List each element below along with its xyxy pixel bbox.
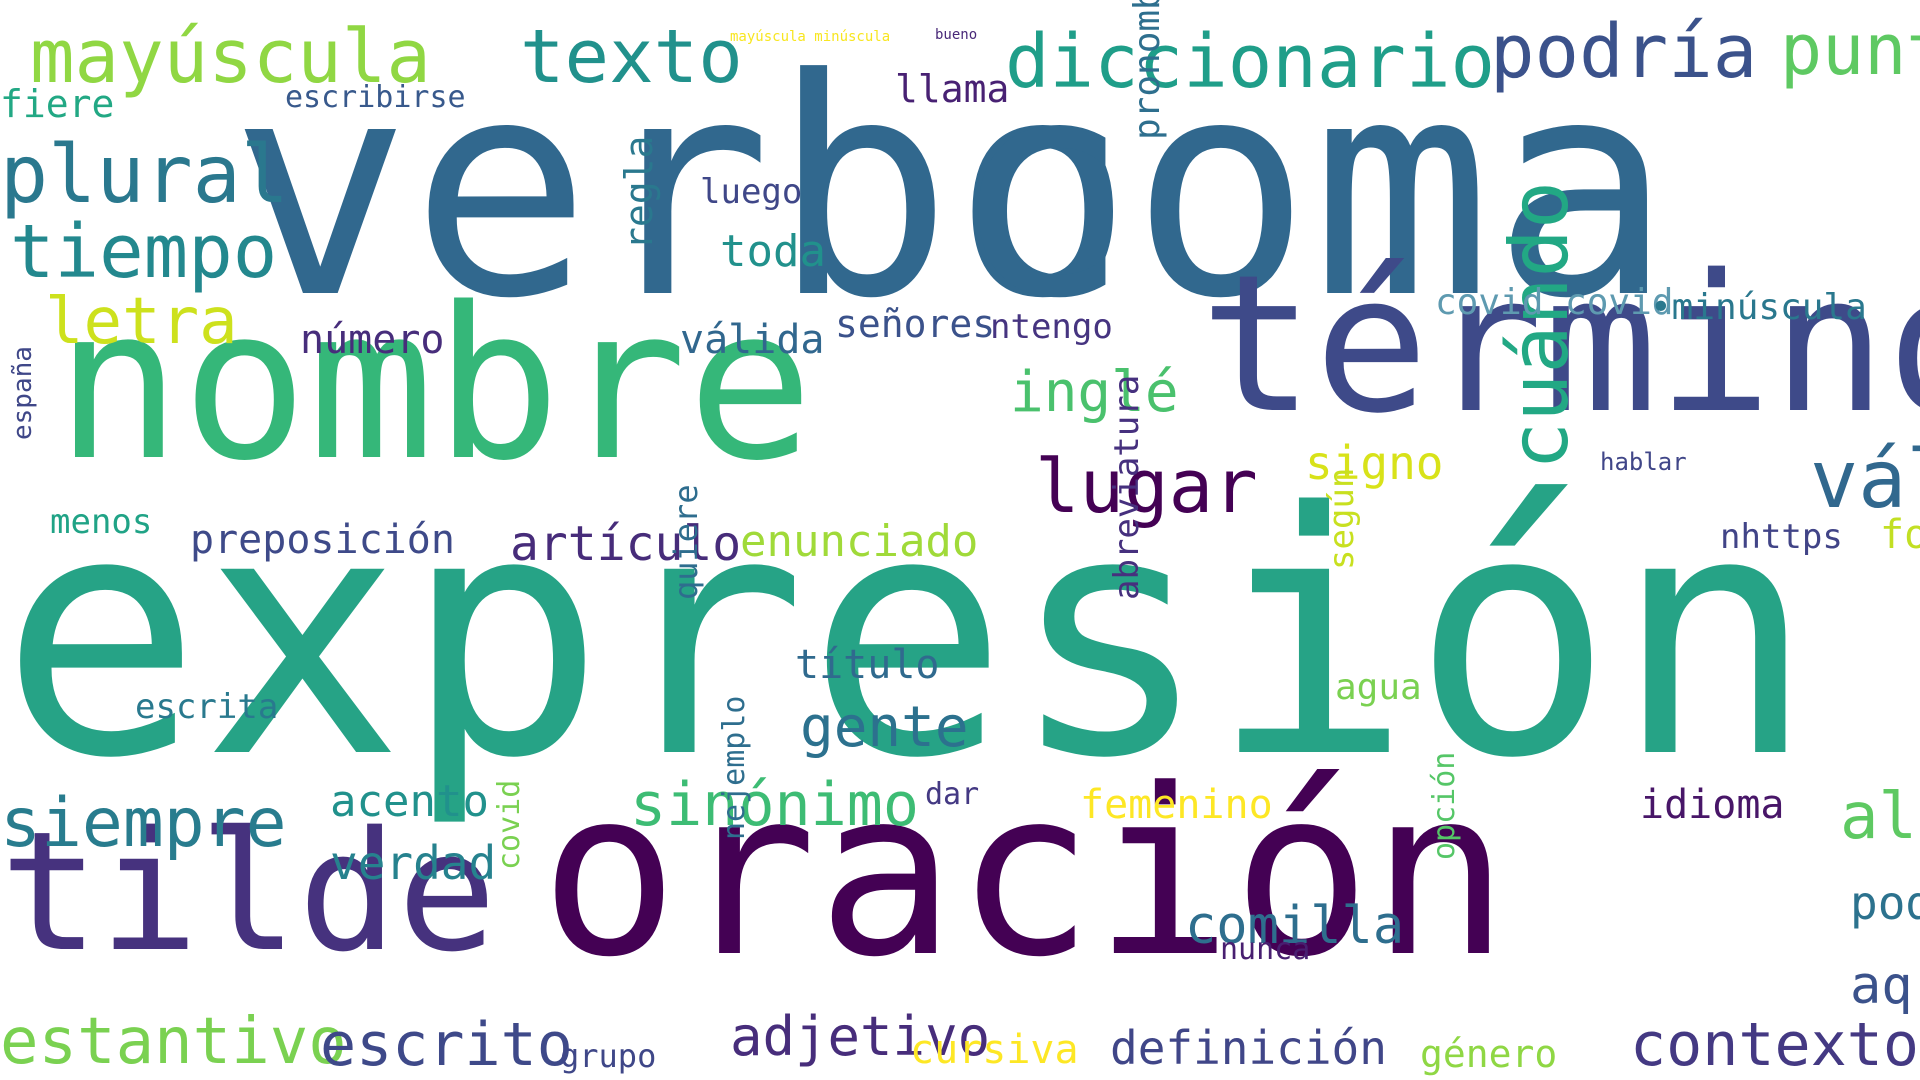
word-signo: signo xyxy=(1305,436,1444,490)
word-texto: texto xyxy=(520,14,743,100)
word-genero: género xyxy=(1420,1032,1558,1076)
word-quiere: quiere xyxy=(667,484,705,600)
word-articulo: artículo xyxy=(510,516,742,572)
word-mayuscula: mayúscula xyxy=(30,14,431,100)
word-plural: plural xyxy=(0,128,289,221)
word-contexto: contexto xyxy=(1630,1010,1919,1080)
word-grupo: grupo xyxy=(560,1037,657,1075)
word-coma: coma xyxy=(950,15,1673,364)
word-pronombre: pronombre xyxy=(1127,0,1168,140)
word-luego: luego xyxy=(700,172,803,212)
word-minuscula: •minúscula xyxy=(1650,287,1867,328)
word-alg: alg xyxy=(1840,780,1920,854)
word-verbo: verbo xyxy=(230,15,1134,364)
word-podria: podría xyxy=(1490,9,1758,95)
word-oracion: oración xyxy=(540,741,1510,1008)
word-comilla: comilla xyxy=(1185,896,1405,956)
word-estantivo: estantivo xyxy=(0,1005,347,1079)
word-acento: acento xyxy=(330,776,489,827)
word-definicion: definición xyxy=(1110,1021,1387,1075)
word-cuando: cuándo xyxy=(1493,181,1586,470)
word-nunca: nunca xyxy=(1220,932,1311,967)
word-espana: españa xyxy=(8,346,38,440)
word-escribirse: escribirse xyxy=(285,80,466,115)
word-punt: punt xyxy=(1780,9,1920,91)
word-covid-covid: covid covid xyxy=(1435,282,1674,323)
word-femenino: femenino xyxy=(1080,782,1273,828)
word-diccionario: diccionario xyxy=(1005,19,1496,105)
word-senores: señores xyxy=(835,302,996,346)
word-nejemplo: nejemplo xyxy=(717,695,752,841)
word-idioma: idioma xyxy=(1640,782,1785,828)
word-lugar: lugar xyxy=(1035,444,1258,530)
word-enunciado: enunciado xyxy=(740,516,979,567)
word-termino: término xyxy=(1200,234,1920,455)
word-tilde: tilde xyxy=(0,796,497,988)
word-abreviatura: abreviatura xyxy=(1107,374,1147,600)
word-toda: toda xyxy=(720,226,826,277)
word-bueno: bueno xyxy=(935,27,978,43)
word-nhttps: nhttps xyxy=(1720,517,1843,557)
word-vali: váli xyxy=(1810,433,1920,526)
word-fo: fo xyxy=(1880,512,1920,558)
word-mayuscula-minuscula: mayúscula minúscula xyxy=(730,29,891,45)
word-regla: regla xyxy=(617,135,661,250)
word-cursiva: cursiva xyxy=(910,1027,1079,1073)
word-valida: válida xyxy=(680,317,825,363)
word-ingle: inglé xyxy=(1010,360,1179,425)
word-covid: covid xyxy=(492,779,527,870)
word-segun: según xyxy=(1322,467,1362,570)
word-preposicion: preposición xyxy=(190,517,455,563)
word-escrita: escrita xyxy=(135,687,279,727)
word-verdad: verdad xyxy=(330,836,497,890)
word-pod: pod xyxy=(1850,876,1920,930)
word-dar: dar xyxy=(925,777,980,812)
word-llama: llama xyxy=(895,67,1010,111)
word-agua: agua xyxy=(1335,667,1422,708)
word-letra: letra xyxy=(45,285,238,359)
word-numero: número xyxy=(300,317,445,363)
word-aq: aq xyxy=(1850,956,1913,1016)
word-expresion: expresión xyxy=(0,442,1816,832)
word-opcion: opción xyxy=(1427,751,1462,860)
word-fiere: fiere xyxy=(0,82,115,126)
word-gente: gente xyxy=(800,695,969,760)
word-titulo: título xyxy=(795,642,940,688)
word-tiempo: tiempo xyxy=(10,209,278,295)
word-hablar: hablar xyxy=(1600,448,1687,476)
word-nombre: nombre xyxy=(55,262,814,507)
word-siempre: siempre xyxy=(0,784,287,863)
word-ntengo: ntengo xyxy=(990,307,1113,347)
word-sinonimo: sinónimo xyxy=(630,770,919,840)
word-menos: menos xyxy=(50,502,153,542)
word-escrito: escrito xyxy=(320,1010,573,1080)
word-adjetivo: adjetivo xyxy=(730,1005,991,1068)
